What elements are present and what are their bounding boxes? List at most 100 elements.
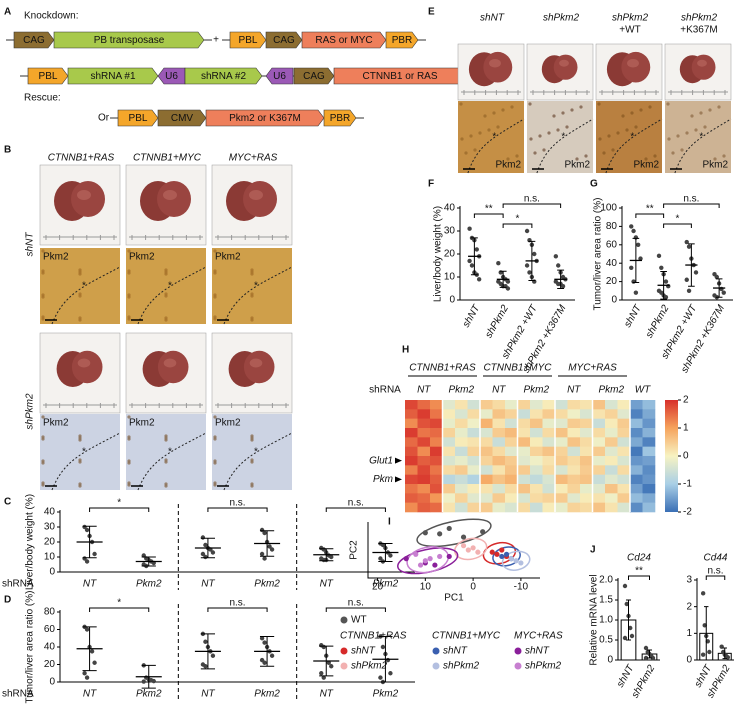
histology: [40, 414, 120, 490]
cell-texture: [575, 157, 579, 161]
panel-label: I: [388, 517, 391, 528]
heatmap-cell: [542, 437, 556, 447]
heatmap-cell: [442, 409, 456, 419]
y-tick-label: 1.0: [599, 615, 613, 626]
heatmap-cell: [530, 474, 543, 485]
chart-title: Cd44: [704, 553, 728, 564]
legend-swatch: [340, 616, 348, 624]
heatmap-cell: [442, 474, 456, 485]
tumor-boundary: [223, 432, 293, 491]
y-tick-label: 10: [444, 272, 456, 283]
data-point: [650, 655, 656, 661]
column-header: +K367M: [680, 25, 718, 36]
cell-texture: [501, 108, 505, 112]
panel-label: H: [402, 345, 409, 356]
data-point: [203, 542, 208, 548]
construct-label: PBL: [129, 113, 148, 124]
y-tick-label: 40: [44, 642, 56, 653]
heatmap-cell: [492, 446, 506, 457]
data-point: [388, 671, 393, 676]
legend-swatch: [432, 662, 440, 670]
heatmap-cell: [430, 493, 443, 503]
heatmap-cell: [555, 474, 568, 485]
heatmap-cell: [592, 493, 606, 503]
x-tick-label: Pkm2: [136, 579, 162, 590]
panel-label: B: [4, 145, 11, 156]
x-tick-label: Pkm2: [373, 689, 399, 700]
heatmap-cell: [430, 437, 443, 447]
x-tick-label: shNT: [622, 303, 644, 330]
data-point: [378, 556, 383, 561]
cell-texture: [676, 134, 680, 138]
heatmap-cell: [467, 502, 481, 513]
column-header: CTNNB1+RAS: [48, 153, 115, 164]
heatmap-cell: [505, 502, 518, 513]
cell-texture: [473, 148, 477, 152]
heatmap-cell: [580, 437, 593, 447]
histology: [40, 248, 120, 324]
data-point: [524, 228, 530, 234]
cell-texture: [699, 111, 703, 115]
x-axis-label: shRNA: [369, 385, 401, 396]
liver-highlight: [77, 358, 91, 368]
data-point: [700, 591, 706, 596]
heatmap-cell: [517, 437, 531, 447]
heatmap-cell: [480, 418, 493, 429]
data-point: [269, 547, 275, 552]
colorbar-label: 2: [683, 395, 689, 406]
heatmap-cell: [617, 474, 631, 485]
heatmap-cell: [517, 446, 531, 457]
data-point: [635, 242, 641, 247]
heatmap-cell: [505, 437, 518, 447]
heatmap-cell: [567, 493, 581, 503]
heatmap-cell: [530, 502, 543, 513]
column-header: shPkm2: [543, 13, 580, 24]
heatmap-cell: [480, 400, 493, 410]
heatmap-cell: [567, 502, 581, 513]
data-point: [267, 544, 272, 549]
significance-bracket: [207, 507, 268, 512]
heatmap-cell: [505, 465, 518, 475]
heatmap-cell: [455, 465, 468, 475]
cell-texture: [213, 415, 217, 419]
x-tick-label: NT: [201, 689, 215, 700]
row-label: Pkm: [373, 474, 393, 485]
tumor-boundary: [674, 118, 732, 174]
cell-texture: [213, 481, 217, 485]
data-point: [470, 545, 476, 551]
data-point: [638, 256, 643, 261]
construct-label: CAG: [273, 35, 295, 46]
cell-texture: [492, 111, 496, 115]
data-point: [319, 671, 324, 676]
heatmap-cell: [617, 493, 631, 503]
cell-texture: [607, 134, 611, 138]
x-tick-label: shPkm2: [483, 303, 511, 340]
heatmap-cell: [417, 437, 431, 447]
y-tick-label: 60: [606, 239, 618, 250]
heatmap-cell: [630, 400, 643, 410]
data-point: [527, 270, 532, 275]
construct-element: [265, 67, 294, 85]
significance-bracket: [705, 575, 726, 580]
group-label: MYC+RAS: [568, 363, 617, 374]
data-point: [524, 263, 530, 268]
y-axis-label: Relative mRNA level: [589, 574, 600, 665]
liver: [243, 350, 275, 384]
heatmap-cell: [455, 484, 468, 494]
cell-texture: [78, 482, 82, 486]
cell-texture: [127, 269, 131, 273]
heatmap-cell: [630, 465, 643, 475]
data-point: [427, 556, 433, 562]
construct-element: [385, 31, 419, 49]
colorbar-label: 1: [683, 423, 689, 434]
heatmap-cell: [442, 400, 456, 410]
column-label: WT: [635, 385, 651, 396]
heatmap-cell: [580, 474, 593, 485]
heatmap-cell: [405, 437, 418, 447]
heatmap-cell: [617, 437, 631, 447]
error-bar: [704, 606, 709, 661]
heatmap-cell: [567, 484, 581, 494]
cell-texture: [496, 125, 500, 129]
heatmap-cell: [430, 465, 443, 475]
